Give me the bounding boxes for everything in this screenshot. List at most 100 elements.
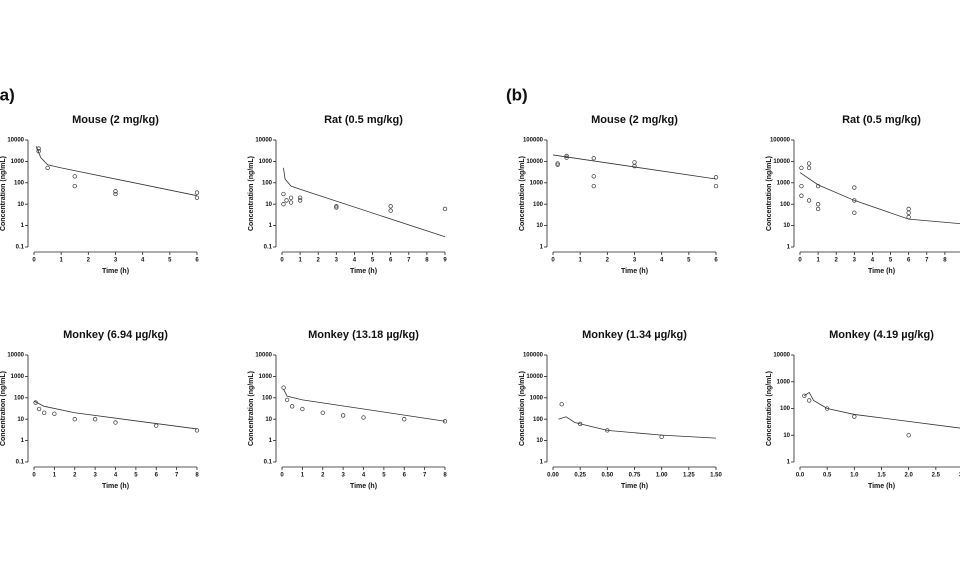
- y-tick-label: 100: [780, 202, 791, 208]
- observed-point: [281, 385, 286, 390]
- x-tick-label: 0: [551, 258, 555, 264]
- y-tick-label: 10: [536, 223, 543, 229]
- chart-title: Rat (0.5 mg/kg): [324, 114, 403, 126]
- observed-point: [591, 174, 596, 179]
- x-tick-label: 5: [889, 258, 893, 264]
- x-tick-label: 5: [134, 473, 138, 479]
- x-tick-label: 2: [835, 258, 839, 264]
- observed-point: [45, 165, 50, 170]
- y-tick-label: 10000: [773, 159, 790, 165]
- y-tick-label: 0.1: [16, 460, 25, 466]
- chart-title: Monkey (6.94 µg/kg): [63, 329, 168, 341]
- x-tick-label: 7: [175, 473, 179, 479]
- predicted-line: [283, 167, 446, 238]
- observed-point: [555, 161, 560, 166]
- y-tick-label: 10000: [255, 353, 272, 359]
- x-tick-label: 3: [853, 258, 857, 264]
- y-axis-title: Concentration (ng/mL): [519, 371, 526, 446]
- x-tick-label: 1.00: [656, 473, 668, 479]
- x-tick-label: 3: [335, 258, 339, 264]
- x-axis-title: Time (h): [621, 268, 648, 275]
- x-axis-title: Time (h): [868, 483, 895, 490]
- x-tick-label: 0.25: [574, 473, 586, 479]
- observed-point: [334, 205, 339, 210]
- y-tick-label: 10: [17, 202, 24, 208]
- x-tick-label: 0.50: [601, 473, 613, 479]
- observed-point: [806, 165, 812, 170]
- observed-point: [852, 198, 857, 203]
- observed-point: [92, 417, 98, 422]
- panel: Monkey (6.94 µg/kg) 0.1 1 10 100 1000 10000 0 1 2…: [0, 329, 199, 490]
- observed-point: [806, 198, 812, 203]
- observed-point: [334, 204, 339, 209]
- panel: Mouse (2 mg/kg) 0.1 1 10 100 1000 10000 0 1 2 3 4 5 6…: [0, 114, 199, 275]
- observed-point: [361, 415, 366, 420]
- observed-point: [72, 417, 77, 422]
- observed-point: [799, 183, 804, 189]
- x-tick-label: 6: [155, 473, 159, 479]
- observed-point: [290, 404, 295, 409]
- observed-point: [284, 198, 289, 203]
- y-tick-label: 1: [21, 438, 25, 444]
- observed-point: [799, 193, 804, 198]
- observed-point: [555, 162, 560, 167]
- y-tick-label: 1000: [11, 374, 25, 380]
- x-axis-title: Time (h): [350, 268, 377, 275]
- y-tick-label: 1000: [530, 395, 544, 401]
- panel: Monkey (4.19 µg/kg) 1 10 100 1000 10000 0.0 0.5…: [766, 329, 960, 490]
- observed-point: [559, 402, 564, 407]
- x-tick-label: 8: [195, 473, 199, 479]
- y-tick-label: 1000: [11, 159, 25, 165]
- x-tick-label: 0: [32, 258, 36, 264]
- y-tick-label: 100: [262, 395, 273, 401]
- observed-point: [906, 433, 911, 438]
- y-tick-label: 10000: [7, 138, 24, 144]
- x-tick-label: 3: [341, 473, 345, 479]
- x-tick-label: 3: [93, 473, 97, 479]
- observed-point: [154, 423, 159, 428]
- x-tick-label: 4: [362, 473, 366, 479]
- observed-point: [72, 174, 77, 179]
- observed-point: [806, 161, 812, 166]
- observed-point: [288, 195, 294, 200]
- panel: Monkey (13.18 µg/kg) 0.1 1 10 100 1000 10000 0 1…: [248, 329, 447, 490]
- observed-point: [852, 414, 857, 419]
- x-tick-label: 2: [73, 473, 77, 479]
- y-tick-label: 10000: [526, 374, 543, 380]
- observed-point: [288, 200, 294, 205]
- y-tick-label: 10000: [255, 138, 272, 144]
- predicted-line: [552, 154, 717, 180]
- y-tick-label: 100000: [770, 138, 791, 144]
- x-tick-label: 2: [606, 258, 610, 264]
- y-tick-label: 1: [269, 438, 273, 444]
- y-axis-title: Concentration (ng/mL): [0, 371, 7, 446]
- x-tick-label: 0: [280, 258, 284, 264]
- y-tick-label: 1000: [530, 180, 544, 186]
- observed-point: [36, 406, 42, 412]
- observed-point: [113, 420, 118, 425]
- observed-point: [632, 163, 637, 169]
- x-axis-title: Time (h): [868, 268, 895, 275]
- y-tick-label: 1: [269, 223, 273, 229]
- observed-point: [815, 202, 821, 207]
- x-tick-label: 8: [443, 473, 447, 479]
- x-tick-label: 3.0: [959, 473, 960, 479]
- observed-point: [402, 417, 407, 422]
- x-tick-label: 0: [798, 258, 802, 264]
- predicted-line: [35, 146, 198, 197]
- x-tick-label: 0.00: [547, 473, 559, 479]
- chart-title: Monkey (13.18 µg/kg): [308, 329, 419, 341]
- x-tick-label: 1.0: [850, 473, 859, 479]
- y-tick-label: 1: [787, 245, 791, 251]
- y-tick-label: 10000: [773, 353, 790, 359]
- observed-point: [113, 191, 118, 197]
- x-tick-label: 0: [32, 473, 36, 479]
- x-tick-label: 8: [943, 258, 947, 264]
- chart-title: Monkey (1.34 µg/kg): [582, 329, 687, 341]
- x-tick-label: 7: [925, 258, 929, 264]
- observed-point: [297, 195, 303, 200]
- x-tick-label: 6: [714, 258, 718, 264]
- observed-point: [300, 406, 305, 412]
- y-tick-label: 0.1: [16, 245, 25, 251]
